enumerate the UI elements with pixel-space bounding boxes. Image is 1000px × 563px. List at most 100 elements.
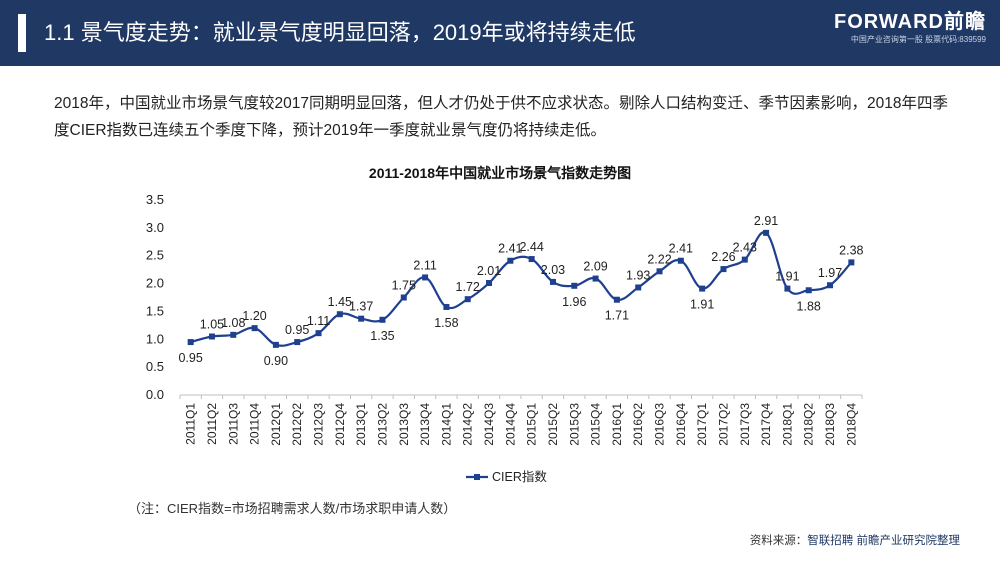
data-point (507, 257, 514, 264)
y-tick-label: 2.0 (146, 276, 164, 291)
intro-paragraph: 2018年，中国就业市场景气度较2017同期明显回落，但人才仍处于供不应求状态。… (54, 95, 948, 139)
x-tick-label: 2014Q2 (461, 403, 475, 446)
data-label: 1.20 (242, 309, 266, 323)
logo: FORWARD前瞻 中国产业咨询第一股 股票代码:839599 (816, 10, 986, 56)
source-text: 智联招聘 前瞻产业研究院整理 (807, 535, 960, 547)
chart-note: （注：CIER指数=市场招聘需求人数/市场求职申请人数） (128, 501, 457, 516)
data-label: 1.88 (797, 299, 821, 313)
data-point (294, 339, 301, 346)
data-label: 2.91 (754, 214, 778, 228)
data-point (699, 285, 706, 292)
data-point (592, 275, 599, 282)
data-label: 2.44 (519, 240, 543, 254)
data-label: 1.97 (818, 266, 842, 280)
data-label: 1.11 (307, 314, 330, 328)
data-label: 1.35 (370, 329, 394, 343)
data-label: 2.03 (541, 263, 565, 277)
x-tick-label: 2017Q4 (759, 403, 773, 446)
data-label: 2.41 (669, 242, 693, 256)
x-tick-label: 2016Q1 (610, 403, 624, 446)
data-point (677, 257, 684, 264)
data-label: 1.58 (434, 316, 458, 330)
x-tick-label: 2016Q2 (631, 403, 645, 446)
x-tick-label: 2016Q3 (653, 403, 667, 446)
data-point (251, 325, 258, 332)
x-tick-label: 2014Q1 (439, 403, 453, 446)
data-point (635, 284, 642, 291)
data-point (230, 331, 237, 338)
chart-container: 2011-2018年中国就业市场景气指数走势图 0.0 0.5 1.0 1.5 2.0 2… (0, 150, 1000, 500)
data-label: 1.37 (349, 300, 373, 314)
data-point (613, 296, 620, 303)
data-point (720, 266, 727, 273)
data-point (422, 274, 429, 281)
y-tick-label: 3.5 (146, 192, 164, 207)
data-point (656, 268, 663, 275)
x-tick-label: 2014Q3 (482, 403, 496, 446)
x-tick-label: 2016Q4 (674, 403, 688, 446)
data-label: 1.91 (690, 298, 714, 312)
x-tick-label: 2012Q4 (333, 403, 347, 446)
data-point (379, 316, 386, 323)
x-tick-label: 2015Q2 (546, 403, 560, 446)
x-tick-label: 2018Q2 (802, 403, 816, 446)
x-tick-label: 2012Q2 (290, 403, 304, 446)
y-tick-label: 1.5 (146, 303, 164, 318)
data-label: 1.75 (392, 279, 416, 293)
data-point (443, 303, 450, 310)
data-label: 0.90 (264, 354, 288, 368)
data-label: 2.09 (583, 260, 607, 274)
data-point (464, 296, 471, 303)
x-tick-label: 2018Q1 (780, 403, 794, 446)
data-label: 2.41 (498, 242, 522, 256)
data-label: 1.08 (221, 316, 245, 330)
data-point (400, 294, 407, 301)
x-tick-label: 2013Q3 (397, 403, 411, 446)
x-tick-label: 2018Q3 (823, 403, 837, 446)
data-label: 1.05 (200, 318, 224, 332)
y-tick-label: 1.0 (146, 331, 164, 346)
x-tick-label: 2011Q1 (184, 403, 198, 445)
data-label: 1.91 (775, 270, 799, 284)
source-label: 资料来源： (749, 535, 808, 547)
page-title: 1.1 景气度走势：就业景气度明显回落，2019年或将持续走低 (44, 20, 636, 45)
x-tick-label: 2011Q3 (226, 403, 240, 445)
data-label: 1.93 (626, 268, 650, 282)
logo-text: FORWARD前瞻 (834, 11, 986, 33)
x-tick-label: 2014Q4 (503, 403, 517, 446)
data-point (272, 341, 279, 348)
data-label: 1.72 (456, 280, 480, 294)
x-tick-label: 2015Q3 (567, 403, 581, 446)
x-tick-label: 2017Q2 (716, 403, 730, 446)
data-label: 2.26 (711, 250, 735, 264)
header-bar: 1.1 景气度走势：就业景气度明显回落，2019年或将持续走低 FORWARD前… (0, 0, 1000, 66)
data-point (763, 229, 770, 236)
header-accent-bar (18, 14, 26, 52)
data-point (358, 315, 365, 322)
x-tick-label: 2017Q1 (695, 403, 709, 446)
data-point (784, 285, 791, 292)
x-tick-label: 2015Q1 (525, 403, 539, 446)
data-point (848, 259, 855, 266)
x-tick-label: 2011Q4 (248, 403, 262, 445)
x-tick-label: 2015Q4 (589, 403, 603, 446)
source-note: 资料来源：智联招聘 前瞻产业研究院整理 (750, 532, 960, 548)
chart-title: 2011-2018年中国就业市场景气指数走势图 (369, 165, 631, 181)
x-tick-label: 2012Q3 (312, 403, 326, 446)
data-label: 2.11 (413, 258, 436, 272)
x-tick-label: 2013Q4 (418, 403, 432, 446)
x-tick-label: 2012Q1 (269, 403, 283, 446)
data-label: 0.95 (285, 323, 309, 337)
legend-label: CIER指数 (492, 469, 547, 484)
data-label: 0.95 (178, 351, 202, 365)
data-label: 2.22 (647, 252, 671, 266)
data-label: 2.01 (477, 264, 501, 278)
data-label: 1.45 (328, 295, 352, 309)
data-point (571, 282, 578, 289)
data-point (549, 278, 556, 285)
data-point (741, 256, 748, 263)
y-tick-label: 2.5 (146, 248, 164, 263)
x-tick-label: 2017Q3 (738, 403, 752, 446)
x-tick-label: 2013Q2 (375, 403, 389, 446)
y-tick-label: 0.0 (146, 387, 164, 402)
